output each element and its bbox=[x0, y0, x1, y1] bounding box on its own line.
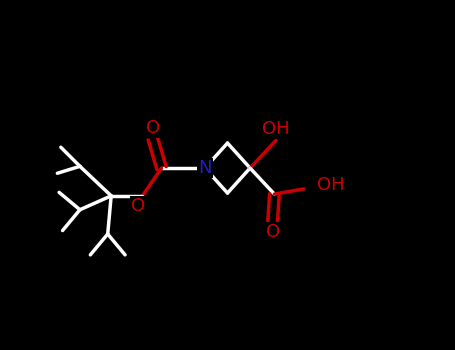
Text: O: O bbox=[146, 119, 160, 137]
Text: OH: OH bbox=[317, 176, 345, 194]
Text: N: N bbox=[198, 159, 212, 177]
Text: O: O bbox=[266, 223, 280, 241]
Text: OH: OH bbox=[262, 120, 290, 138]
Text: O: O bbox=[131, 197, 145, 215]
